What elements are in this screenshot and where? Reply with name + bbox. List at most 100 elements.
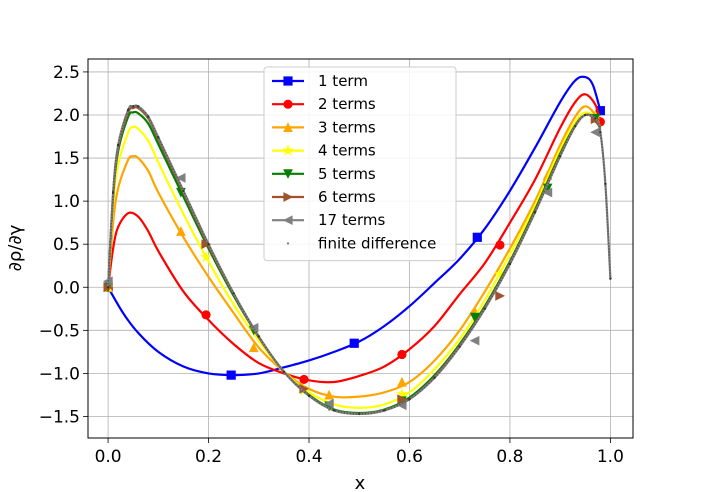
series-line: [107, 75, 602, 377]
data-point: [472, 232, 482, 242]
plot-area: [102, 75, 612, 416]
y-tick-label: 0.5: [53, 235, 80, 255]
y-tick-label: 1.5: [53, 149, 80, 169]
legend-label: 4 terms: [318, 142, 376, 160]
data-point: [332, 409, 336, 412]
data-point: [200, 250, 213, 263]
data-point: [201, 239, 212, 250]
data-point: [433, 376, 436, 379]
data-point: [111, 191, 115, 194]
series-line: [106, 93, 602, 384]
data-point: [495, 291, 505, 301]
legend-entry: 5 terms: [272, 165, 376, 183]
series-finite-difference: [106, 104, 612, 416]
legend-label: finite difference: [318, 234, 436, 252]
legend: 1 term 2 terms 3 terms 4 terms 5 terms 6 term…: [263, 66, 457, 262]
legend-marker: [283, 99, 293, 109]
data-point: [137, 105, 140, 108]
legend-label: 3 terms: [318, 118, 376, 136]
y-axis-label: ∂ρ/∂γ: [5, 224, 26, 271]
data-point: [574, 124, 577, 128]
data-point: [116, 143, 120, 147]
legend-entry: 3 terms: [272, 118, 376, 136]
series-1-term: [103, 75, 605, 380]
legend-entry: 1 term: [272, 72, 368, 90]
legend-label: 17 terms: [318, 211, 385, 229]
data-point: [594, 117, 597, 120]
x-tick-label: 0.2: [195, 447, 222, 467]
data-point: [324, 398, 334, 409]
y-tick-label: 1.0: [53, 192, 80, 212]
legend-box: [263, 66, 457, 262]
data-point: [358, 412, 361, 416]
x-tick-label: 0.4: [295, 447, 322, 467]
data-point: [176, 226, 186, 236]
data-point: [307, 394, 311, 397]
data-point: [324, 389, 334, 400]
data-point: [408, 398, 411, 401]
x-tick-label: 0.6: [396, 447, 423, 467]
data-point: [558, 155, 562, 158]
data-point: [349, 338, 359, 348]
legend-label: 1 term: [318, 72, 368, 90]
data-point: [157, 136, 160, 139]
data-point: [207, 242, 210, 246]
x-tick-label: 0.0: [95, 447, 122, 467]
data-point: [395, 387, 408, 400]
legend-marker: [283, 122, 293, 133]
data-point: [469, 312, 480, 323]
legend-entry: 6 terms: [272, 188, 376, 206]
y-tick-label: −1.5: [39, 407, 80, 427]
data-point: [257, 335, 260, 338]
legend-entry: finite difference: [286, 234, 436, 252]
data-point: [609, 277, 612, 280]
data-point: [397, 394, 408, 405]
data-point: [147, 115, 150, 118]
data-point: [132, 105, 135, 108]
y-tick-label: 2.0: [53, 106, 80, 126]
data-point: [232, 292, 235, 295]
legend-label: 6 terms: [318, 188, 376, 206]
data-point: [469, 335, 480, 346]
legend-entry: 17 terms: [272, 211, 385, 229]
data-point: [604, 182, 607, 186]
data-point: [175, 173, 186, 183]
y-tick-label: −1.0: [39, 364, 80, 384]
y-tick-label: −0.5: [39, 321, 80, 341]
data-point: [542, 187, 553, 198]
legend-marker: [282, 215, 293, 226]
data-point: [299, 374, 309, 385]
data-point: [396, 400, 407, 411]
legend-entry: 2 terms: [272, 95, 376, 113]
series-line: [106, 111, 602, 409]
y-tick-label: 2.5: [53, 63, 80, 83]
legend-marker: [283, 192, 294, 202]
data-point: [397, 376, 407, 387]
data-point: [182, 189, 185, 192]
data-point: [248, 342, 259, 353]
data-point: [126, 108, 130, 112]
axes-ticks: 0.0 0.2 0.4 0.6 0.8 1.0 −1.5 −1.0 −0.5 0.0 0.5 1.0 1…: [39, 63, 624, 467]
data-point: [495, 240, 505, 250]
data-point: [508, 262, 512, 266]
data-point: [533, 211, 537, 214]
data-point: [282, 370, 286, 373]
data-point: [226, 370, 236, 380]
y-tick-label: 0.0: [53, 278, 80, 298]
legend-marker: [286, 242, 290, 245]
data-point: [106, 286, 110, 289]
finite-difference-trace: [107, 104, 612, 415]
data-point: [595, 106, 605, 116]
data-point: [483, 307, 487, 310]
data-point: [458, 345, 461, 348]
legend-marker: [281, 144, 295, 156]
x-tick-label: 0.8: [496, 447, 523, 467]
legend-label: 5 terms: [318, 165, 376, 183]
data-point: [397, 349, 407, 360]
x-tick-label: 1.0: [597, 447, 624, 467]
data-point: [383, 409, 386, 412]
legend-marker: [283, 76, 293, 86]
legend-label: 2 terms: [318, 95, 376, 113]
data-point: [599, 131, 602, 134]
